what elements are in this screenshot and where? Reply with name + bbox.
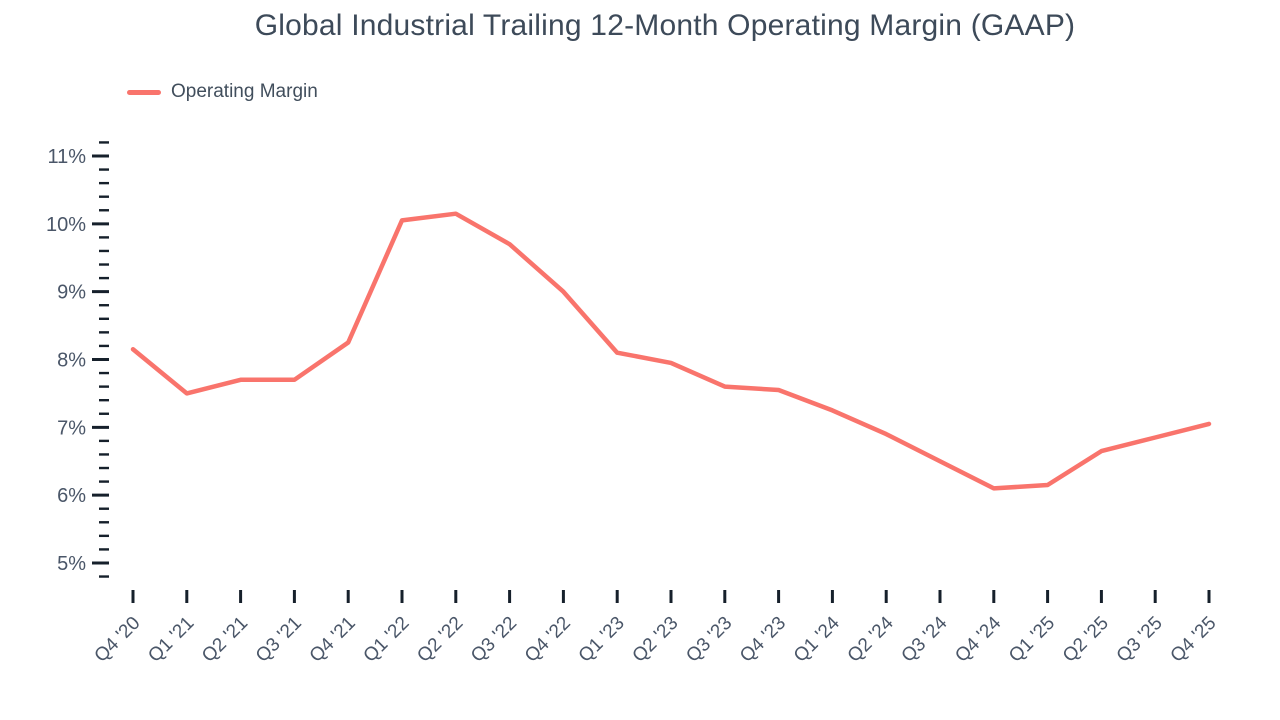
- x-axis-tick-label: Q3 '25: [1113, 613, 1167, 667]
- x-axis-tick-label: Q2 '23: [629, 613, 683, 667]
- x-axis-tick-label: Q4 '24: [951, 612, 1005, 666]
- legend-item-operating-margin[interactable]: Operating Margin: [127, 81, 318, 103]
- x-axis-tick-label: Q4 '22: [521, 613, 575, 667]
- x-axis-tick-label: Q2 '24: [844, 612, 898, 666]
- x-axis-tick-label: Q4 '21: [306, 613, 360, 667]
- y-axis-tick-label: 5%: [57, 553, 86, 575]
- x-axis-tick-label: Q2 '25: [1059, 613, 1113, 667]
- y-axis-tick-label: 9%: [57, 282, 86, 304]
- x-axis-tick-label: Q1 '21: [144, 613, 198, 667]
- x-axis-tick-label: Q3 '23: [682, 613, 736, 667]
- x-axis-tick-label: Q2 '22: [413, 613, 467, 667]
- x-axis-tick-label: Q4 '23: [736, 613, 790, 667]
- x-axis-tick-label: Q3 '21: [252, 613, 306, 667]
- chart-title: Global Industrial Trailing 12-Month Oper…: [254, 9, 1076, 42]
- legend-line-swatch: [127, 89, 161, 95]
- x-axis-tick-label: Q2 '21: [198, 613, 252, 667]
- x-axis-tick-label: Q1 '22: [360, 613, 414, 667]
- x-axis-tick-label: Q3 '22: [467, 613, 521, 667]
- x-axis-tick-label: Q3 '24: [898, 612, 952, 666]
- y-axis-tick-label: 7%: [57, 417, 86, 439]
- x-axis-tick-label: Q1 '24: [790, 612, 844, 666]
- x-axis-tick-label: Q4 '20: [91, 613, 145, 667]
- y-axis-tick-label: 8%: [57, 349, 86, 371]
- y-axis-tick-label: 6%: [57, 485, 86, 507]
- x-axis-tick-label: Q1 '25: [1005, 613, 1059, 667]
- x-axis-tick-label: Q4 '25: [1167, 613, 1221, 667]
- y-axis-tick-label: 11%: [47, 146, 86, 168]
- legend-label: Operating Margin: [171, 81, 318, 102]
- x-axis-tick-label: Q1 '23: [575, 613, 629, 667]
- operating-margin-series-line: [130, 211, 1212, 491]
- y-axis-tick-label: 10%: [46, 214, 86, 236]
